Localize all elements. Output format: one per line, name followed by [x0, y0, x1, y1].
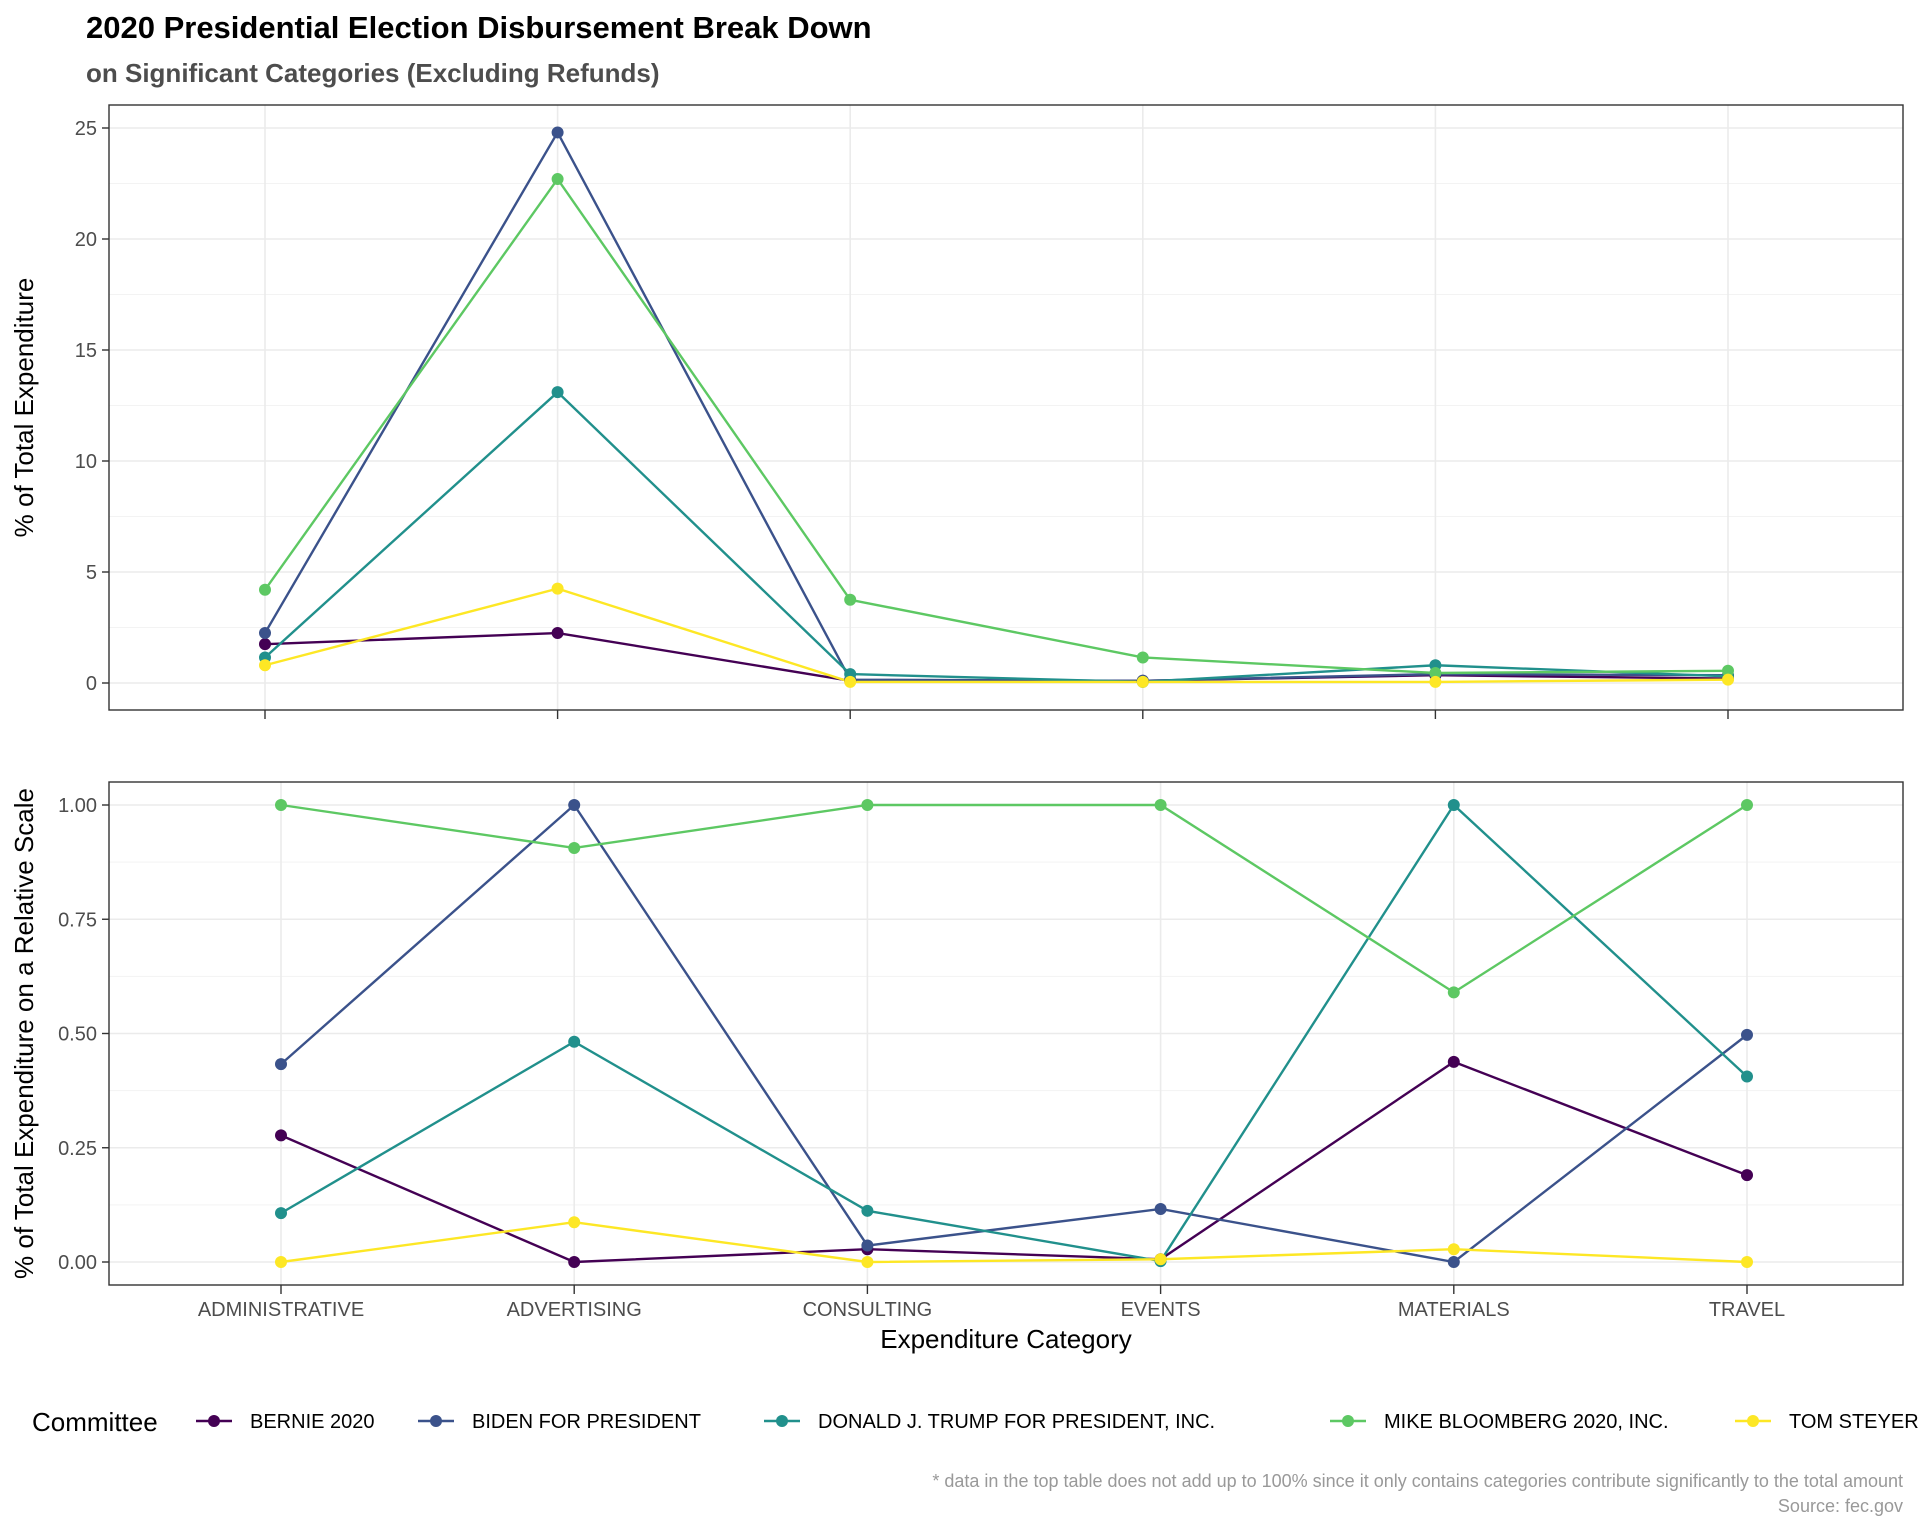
x-tick-label-consulting: CONSULTING — [803, 1299, 933, 1321]
legend-key-point — [208, 1415, 220, 1427]
bottom-point-bernie-2020-travel — [1741, 1169, 1753, 1182]
chart-title: 2020 Presidential Election Disbursement … — [86, 10, 872, 45]
top-point-tom-steyer-consulting — [844, 675, 857, 688]
legend-item-donald-j-trump-for-president-inc: DONALD J. TRUMP FOR PRESIDENT, INC. — [764, 1411, 1215, 1433]
legend-key-point — [1342, 1415, 1354, 1427]
top-point-bernie-2020-administrative — [259, 638, 271, 651]
bottom-point-tom-steyer-travel — [1741, 1256, 1753, 1268]
caption-note: * data in the top table does not add up … — [932, 1471, 1903, 1491]
bottom-panel-border — [108, 781, 1904, 1286]
legend-item-biden-for-president: BIDEN FOR PRESIDENT — [418, 1411, 701, 1433]
x-tick-label-events: EVENTS — [1121, 1299, 1201, 1321]
legend: Committee BERNIE 2020 BIDEN FOR PRESIDENT… — [32, 1407, 1919, 1437]
top-line-biden-for-president — [263, 129, 1729, 682]
top-point-biden-for-president-advertising — [551, 126, 564, 139]
legend-label-mike-bloomberg-2020-inc: MIKE BLOOMBERG 2020, INC. — [1384, 1411, 1669, 1433]
bottom-point-tom-steyer-consulting — [861, 1256, 874, 1268]
bottom-point-biden-for-president-events — [1154, 1202, 1167, 1215]
top-y-tick-label: 25 — [75, 118, 97, 140]
bottom-point-tom-steyer-materials — [1447, 1243, 1460, 1256]
legend-label-donald-j-trump-for-president-inc: DONALD J. TRUMP FOR PRESIDENT, INC. — [818, 1411, 1215, 1433]
bottom-line-donald-j-trump-for-president-inc — [280, 803, 1748, 1263]
bottom-y-tick-label: 0.50 — [58, 1024, 97, 1046]
bottom-line-biden-for-president — [280, 803, 1748, 1264]
bottom-point-mike-bloomberg-2020-inc-consulting — [861, 799, 874, 811]
bottom-point-mike-bloomberg-2020-inc-advertising — [568, 841, 581, 854]
x-tick-label-administrative: ADMINISTRATIVE — [198, 1299, 364, 1321]
bottom-point-biden-for-president-travel — [1741, 1028, 1753, 1041]
bottom-point-donald-j-trump-for-president-inc-travel — [1741, 1070, 1753, 1083]
chart-subtitle: on Significant Categories (Excluding Ref… — [86, 58, 660, 88]
bottom-point-mike-bloomberg-2020-inc-materials — [1447, 986, 1460, 999]
x-tick-label-travel: TRAVEL — [1709, 1299, 1785, 1321]
bottom-point-donald-j-trump-for-president-inc-advertising — [568, 1035, 581, 1048]
top-y-tick-label: 5 — [86, 562, 97, 584]
top-point-mike-bloomberg-2020-inc-advertising — [551, 173, 564, 186]
bottom-point-donald-j-trump-for-president-inc-consulting — [861, 1204, 874, 1217]
bottom-line-mike-bloomberg-2020-inc — [280, 803, 1748, 994]
legend-title: Committee — [32, 1407, 158, 1437]
top-line-tom-steyer — [264, 587, 1729, 684]
x-axis-title: Expenditure Category — [880, 1324, 1131, 1354]
bottom-y-tick-label: 0.00 — [58, 1252, 97, 1274]
legend-key-point — [1747, 1415, 1759, 1427]
top-point-tom-steyer-materials — [1429, 675, 1442, 688]
top-y-axis-title: % of Total Expenditure — [9, 278, 39, 538]
top-point-tom-steyer-travel — [1722, 673, 1734, 686]
legend-item-mike-bloomberg-2020-inc: MIKE BLOOMBERG 2020, INC. — [1330, 1411, 1669, 1433]
bottom-line-tom-steyer — [280, 1221, 1748, 1264]
bottom-point-donald-j-trump-for-president-inc-materials — [1447, 799, 1460, 811]
bottom-point-bernie-2020-advertising — [568, 1256, 581, 1268]
bottom-y-axis-title: % of Total Expenditure on a Relative Sca… — [9, 788, 39, 1279]
bottom-point-tom-steyer-events — [1154, 1253, 1167, 1266]
legend-key-point — [430, 1415, 442, 1427]
bottom-point-bernie-2020-materials — [1447, 1055, 1460, 1068]
bottom-point-donald-j-trump-for-president-inc-administrative — [275, 1207, 287, 1220]
bottom-point-bernie-2020-administrative — [275, 1129, 287, 1142]
top-line-donald-j-trump-for-president-inc — [264, 390, 1729, 684]
bottom-point-mike-bloomberg-2020-inc-administrative — [275, 799, 287, 811]
top-point-mike-bloomberg-2020-inc-consulting — [844, 593, 857, 606]
bottom-panel: 0.00 0.25 0.50 0.75 1.00 ADMINISTRATIVE ADVERT… — [9, 781, 1904, 1354]
bottom-point-biden-for-president-advertising — [568, 799, 581, 811]
legend-key-point — [776, 1415, 788, 1427]
bottom-point-biden-for-president-consulting — [861, 1239, 874, 1252]
bottom-y-tick-label: 0.25 — [58, 1138, 97, 1160]
top-y-tick-label: 0 — [86, 673, 97, 695]
x-tick-label-materials: MATERIALS — [1398, 1299, 1510, 1321]
top-point-mike-bloomberg-2020-inc-administrative — [259, 583, 271, 596]
top-point-tom-steyer-events — [1136, 675, 1149, 688]
legend-label-bernie-2020: BERNIE 2020 — [250, 1411, 375, 1433]
top-panel: 0 5 10 15 20 25 % of Total Expenditure — [9, 104, 1904, 719]
top-y-tick-label: 15 — [75, 340, 97, 362]
top-point-biden-for-president-administrative — [259, 627, 271, 640]
bottom-point-mike-bloomberg-2020-inc-events — [1154, 799, 1167, 811]
legend-label-biden-for-president: BIDEN FOR PRESIDENT — [472, 1411, 701, 1433]
bottom-point-tom-steyer-advertising — [568, 1216, 581, 1229]
top-point-tom-steyer-administrative — [259, 659, 271, 672]
top-point-donald-j-trump-for-president-inc-advertising — [551, 386, 564, 399]
bottom-point-biden-for-president-administrative — [275, 1058, 287, 1071]
top-point-mike-bloomberg-2020-inc-materials — [1429, 667, 1442, 680]
top-y-tick-label: 10 — [75, 451, 97, 473]
top-point-tom-steyer-advertising — [551, 582, 564, 595]
caption-source: Source: fec.gov — [1778, 1496, 1903, 1516]
legend-item-bernie-2020: BERNIE 2020 — [196, 1411, 375, 1433]
bottom-point-tom-steyer-administrative — [275, 1256, 287, 1268]
top-y-tick-label: 20 — [75, 229, 97, 251]
top-point-mike-bloomberg-2020-inc-travel — [1722, 664, 1734, 677]
bottom-y-tick-label: 0.75 — [58, 909, 97, 931]
top-line-mike-bloomberg-2020-inc — [264, 176, 1729, 675]
top-point-bernie-2020-advertising — [551, 627, 564, 640]
top-panel-border — [108, 104, 1904, 711]
bottom-line-bernie-2020 — [280, 1060, 1748, 1264]
bottom-point-biden-for-president-materials — [1447, 1256, 1460, 1268]
legend-item-tom-steyer: TOM STEYER — [1735, 1411, 1919, 1433]
x-tick-label-advertising: ADVERTISING — [507, 1299, 642, 1321]
bottom-y-tick-label: 1.00 — [58, 795, 97, 817]
top-point-mike-bloomberg-2020-inc-events — [1136, 651, 1149, 664]
bottom-point-mike-bloomberg-2020-inc-travel — [1741, 799, 1753, 811]
legend-label-tom-steyer: TOM STEYER — [1789, 1411, 1919, 1433]
